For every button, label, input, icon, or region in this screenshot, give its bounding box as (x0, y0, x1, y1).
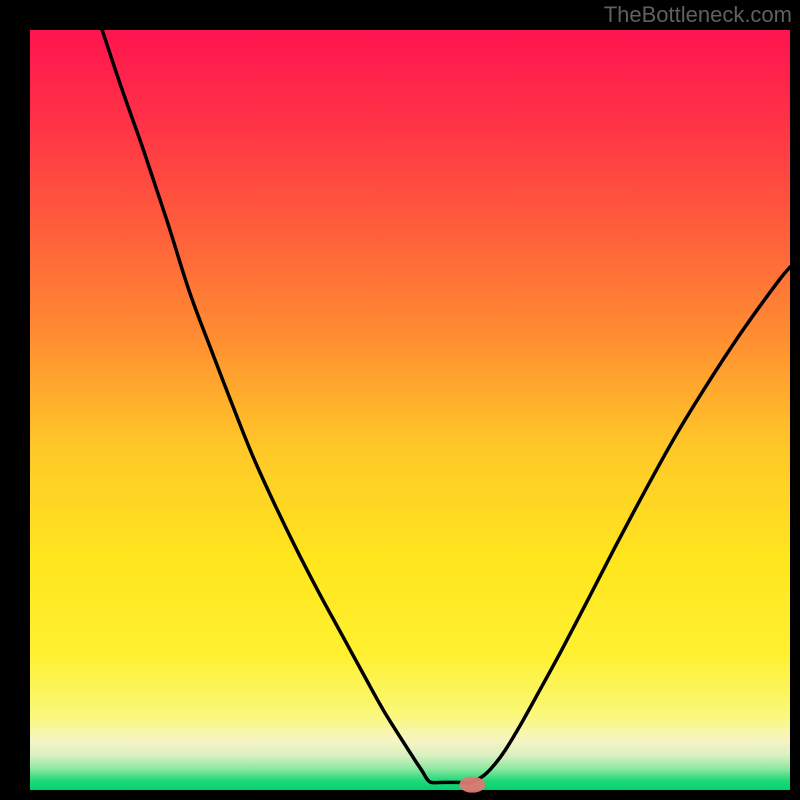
chart-background (30, 30, 790, 790)
watermark-text: TheBottleneck.com (604, 2, 792, 28)
bottleneck-curve-chart (0, 0, 800, 800)
minimum-marker (459, 777, 485, 793)
